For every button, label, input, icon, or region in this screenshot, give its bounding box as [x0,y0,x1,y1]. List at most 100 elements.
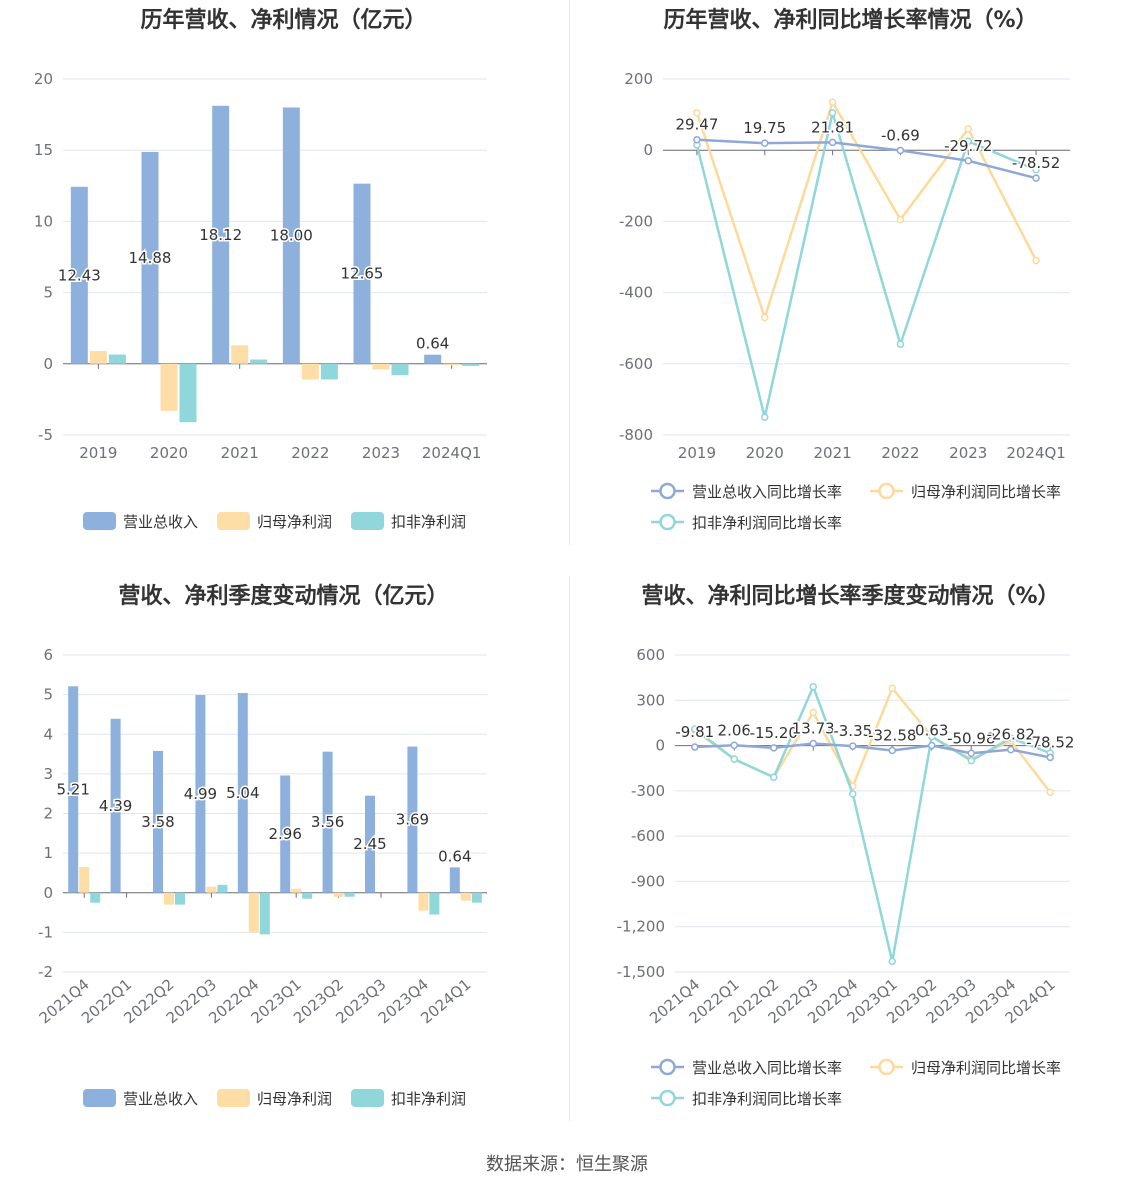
bar-revenue [407,746,418,893]
data-point [1007,734,1015,742]
y-tick-label: -300 [631,782,665,800]
data-label: 18.00 [270,227,313,245]
data-label: -15.20 [750,724,798,742]
data-label: 2.96 [268,825,301,843]
x-tick-label: 2024Q1 [422,444,482,462]
bar-deducted [302,892,313,899]
y-tick-label: 4 [43,725,53,743]
data-label: 4.99 [184,785,217,803]
legend-label: 归母净利润同比增长率 [911,1059,1061,1077]
y-tick-label: 200 [624,70,653,88]
y-tick-label: -1 [38,923,53,941]
data-point [928,732,936,741]
legend-marker [659,1089,676,1107]
data-point [1046,788,1054,797]
data-label: 12.43 [58,266,101,284]
y-tick-label: 600 [636,646,665,664]
data-point [770,744,778,752]
y-tick-label: -800 [619,426,653,444]
data-point [967,749,975,758]
data-point [691,725,699,733]
y-tick-label: -400 [619,284,653,302]
data-point [849,790,857,798]
data-point [888,684,896,692]
bar-deducted [217,884,228,893]
data-point [809,739,817,748]
y-tick-label: 6 [43,646,53,664]
data-point [730,741,738,750]
legend-label: 归母净利润 [257,1090,332,1108]
legend-label: 扣非净利润同比增长率 [692,1090,842,1108]
data-label: 21.81 [811,118,854,136]
series-line [693,683,1051,962]
data-label: 0.64 [438,847,471,865]
bar-deducted [391,363,409,376]
y-tick-label: 0 [655,737,665,755]
annual-growth-line-chart: 历年营收、净利同比增长率情况（%） 200 0 -200 -400 -600 -800 20… [567,0,1134,545]
bar-deducted [344,892,355,897]
y-tick-label: 2 [43,805,53,823]
legend-swatch [83,1089,116,1107]
data-label: 19.75 [743,119,786,137]
legend-label: 归母净利润 [257,513,332,531]
data-point [770,773,778,782]
bar-revenue [237,693,248,893]
annual-bar-svg: 20 15 10 5 0 -5 2019 2020 2021 2022 2023 2024Q1 12.4… [34,70,487,531]
bar-revenue [280,775,291,893]
bar-revenue [424,354,442,364]
data-point [888,746,896,755]
x-tick-label: 2020 [746,444,784,462]
bar-revenue [68,686,79,893]
data-point [828,138,837,147]
series-line [696,138,1037,180]
data-point [1046,753,1054,762]
bar-deducted [90,892,101,903]
legend-marker [878,482,895,500]
data-label: 0.64 [416,335,449,353]
chart-title: 营收、净利同比增长率季度变动情况（%） [641,584,1060,609]
quarter-growth-line-chart: 营收、净利同比增长率季度变动情况（%） 600 300 0 -300 -600 -900 -… [567,576,1134,1121]
bar-revenue [212,105,230,364]
data-point [849,742,857,750]
quarter-bar-chart: 营收、净利季度变动情况（亿元） 6 5 4 3 2 1 0 -1 -2 2021Q4 2022Q1 2… [0,576,567,1121]
bar-deducted [429,892,440,915]
data-point [809,708,817,717]
bar-deducted [259,892,270,935]
data-source: 数据来源：恒生聚源 [486,1154,648,1175]
data-point [896,340,905,348]
y-tick-label: 0 [43,355,53,373]
y-tick-label: 300 [636,691,665,709]
bar-netprofit [160,363,178,411]
data-point [828,109,837,117]
data-point [761,413,769,421]
data-point [964,125,972,133]
y-tick-label: 5 [43,284,53,302]
x-tick-label: 2022 [291,444,329,462]
legend-marker [659,1058,676,1076]
data-point [691,743,699,751]
y-tick-label: -200 [619,212,653,230]
data-label: 29.47 [675,116,718,134]
bar-netprofit [301,363,319,380]
data-point [896,215,905,224]
legend-label: 扣非净利润 [391,1090,466,1108]
data-point [964,157,972,165]
chart-title: 历年营收、净利情况（亿元） [140,8,427,33]
data-label: -0.69 [881,126,920,144]
data-label: 13.73 [792,719,835,737]
data-label: 14.88 [129,249,172,267]
x-tick-label: 2024Q1 [1006,444,1066,462]
bar-revenue [365,795,375,893]
y-tick-label: 0 [643,141,653,159]
bar-deducted [179,363,197,423]
data-label: 18.12 [199,226,242,244]
x-tick-label: 2020 [150,444,188,462]
legend-swatch [83,512,116,530]
data-label: -50.98 [947,729,995,747]
y-tick-label: 15 [34,141,53,159]
chart-title: 营收、净利季度变动情况（亿元） [118,584,449,609]
data-label: -9.81 [675,723,714,741]
data-label: -78.52 [1026,733,1074,751]
legend-marker [659,513,676,531]
legend-swatch [351,512,384,530]
